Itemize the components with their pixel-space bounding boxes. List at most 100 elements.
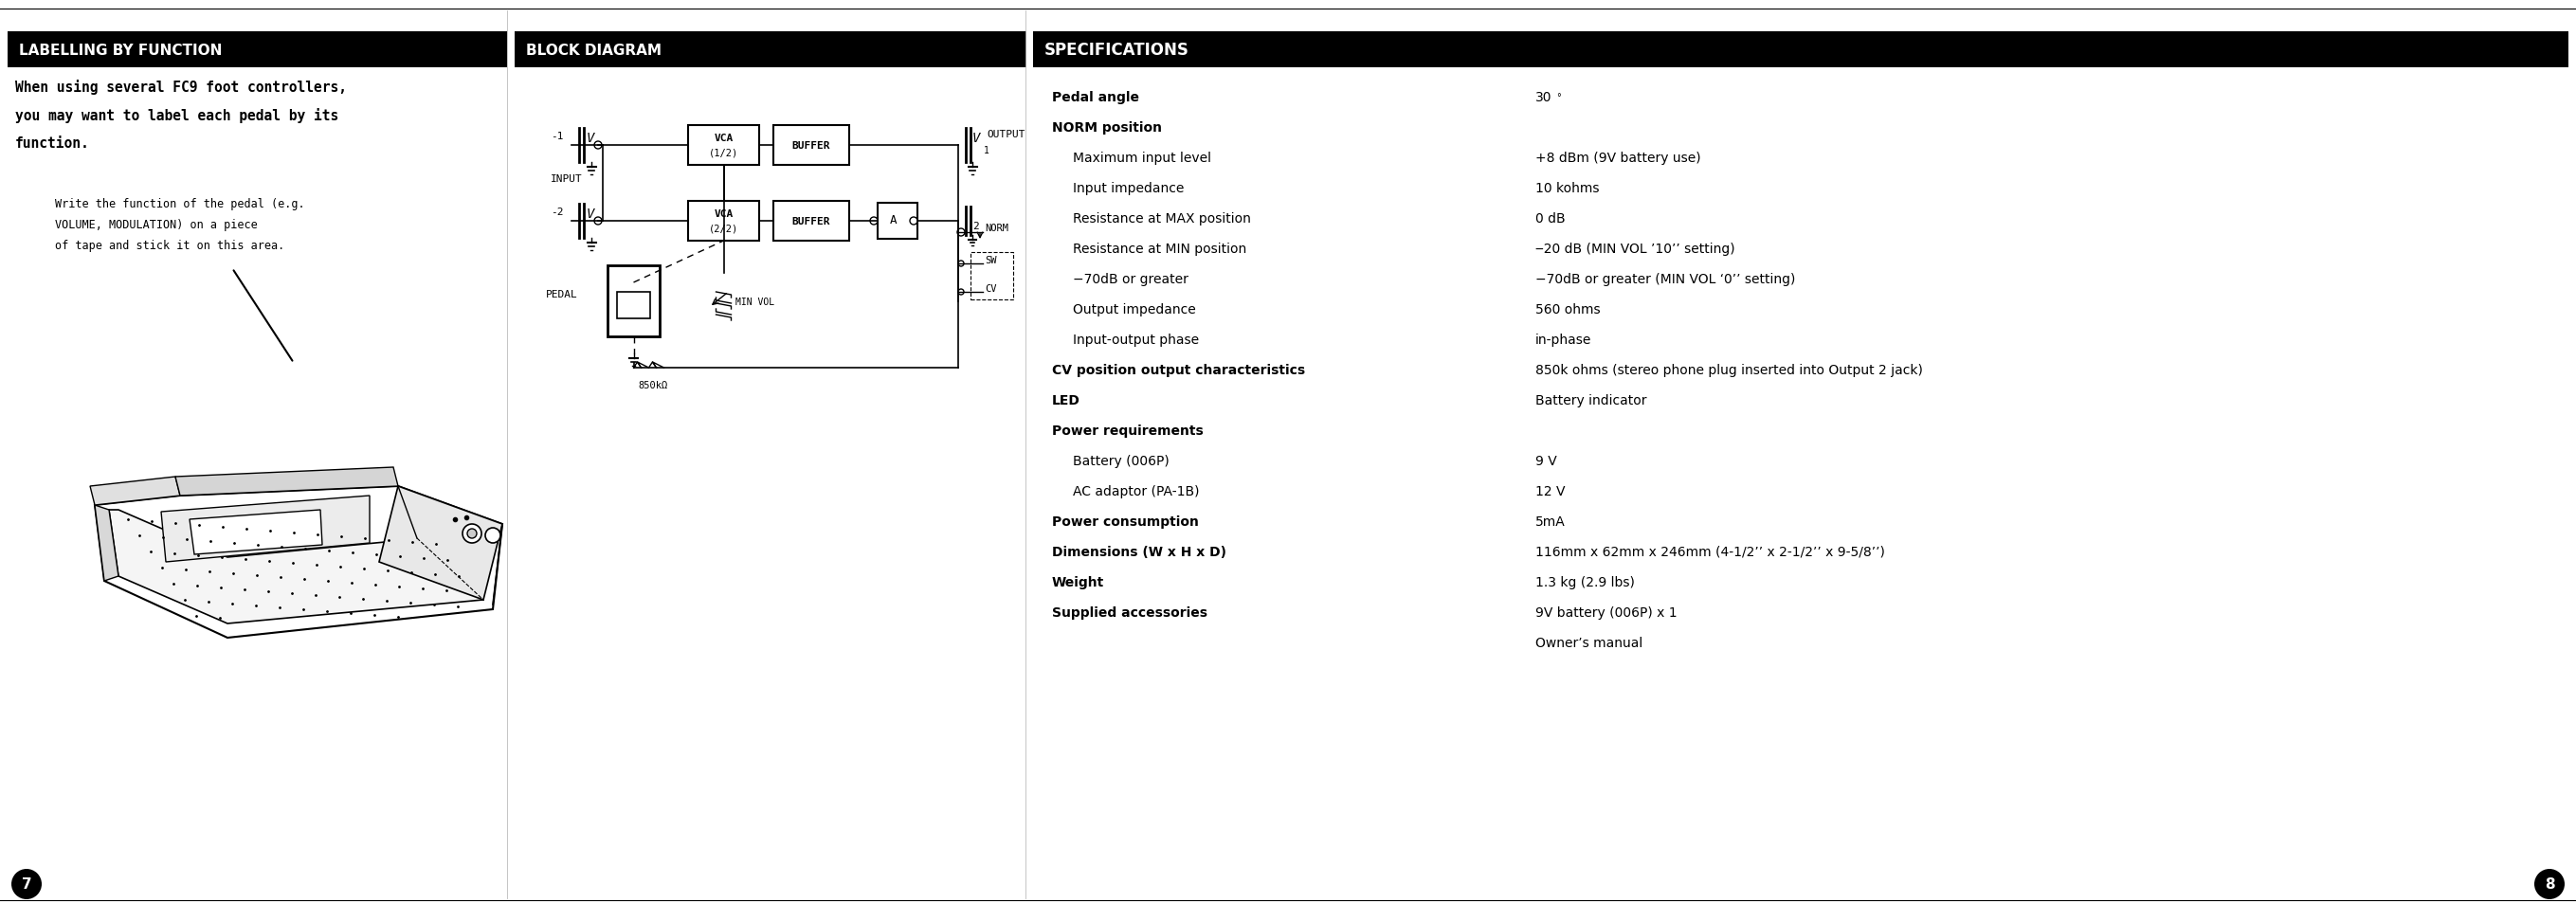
Text: VCA: VCA [714, 134, 734, 143]
Text: VCA: VCA [714, 209, 734, 219]
Text: NORM position: NORM position [1051, 121, 1162, 135]
Text: A: A [891, 213, 896, 226]
Text: 850kΩ: 850kΩ [639, 380, 667, 390]
Circle shape [595, 218, 603, 225]
Text: 0 dB: 0 dB [1535, 212, 1566, 225]
Polygon shape [95, 487, 502, 638]
Bar [688, 201, 760, 241]
Text: 8: 8 [2545, 877, 2555, 891]
Text: Input impedance: Input impedance [1072, 182, 1185, 195]
Circle shape [10, 869, 41, 899]
Text: Resistance at MIN position: Resistance at MIN position [1072, 242, 1247, 256]
Text: Battery indicator: Battery indicator [1535, 394, 1646, 407]
Circle shape [958, 290, 963, 295]
Text: −70dB or greater: −70dB or greater [1072, 273, 1188, 286]
Bar [618, 293, 649, 319]
Polygon shape [108, 510, 484, 624]
Text: CV position output characteristics: CV position output characteristics [1051, 364, 1306, 377]
Text: V: V [971, 132, 981, 144]
Text: Pedal angle: Pedal angle [1051, 91, 1139, 104]
Text: Write the function of the pedal (e.g.: Write the function of the pedal (e.g. [54, 198, 304, 210]
Text: Supplied accessories: Supplied accessories [1051, 606, 1208, 619]
Bar [971, 253, 1012, 300]
Text: of tape and stick it on this area.: of tape and stick it on this area. [54, 239, 283, 252]
Text: INPUT: INPUT [551, 174, 582, 183]
Bar [688, 126, 760, 165]
Polygon shape [175, 468, 399, 496]
Polygon shape [90, 477, 180, 506]
Text: 560 ohms: 560 ohms [1535, 303, 1600, 316]
Text: function.: function. [15, 136, 90, 151]
Circle shape [466, 529, 477, 538]
Text: 9V battery (006P) x 1: 9V battery (006P) x 1 [1535, 606, 1677, 619]
Text: 116mm x 62mm x 246mm (4-1/2’’ x 2-1/2’’ x 9-5/8’’): 116mm x 62mm x 246mm (4-1/2’’ x 2-1/2’’ … [1535, 545, 1886, 558]
Bar [773, 201, 850, 241]
Circle shape [958, 261, 963, 267]
Text: AC adaptor (PA-1B): AC adaptor (PA-1B) [1072, 485, 1200, 498]
Text: OUTPUT: OUTPUT [987, 130, 1025, 139]
Text: Output impedance: Output impedance [1072, 303, 1195, 316]
Text: Owner’s manual: Owner’s manual [1535, 636, 1643, 649]
Text: Input-output phase: Input-output phase [1072, 333, 1198, 347]
Text: BUFFER: BUFFER [791, 141, 829, 151]
Text: 2: 2 [971, 221, 979, 231]
Text: 10 kohms: 10 kohms [1535, 182, 1600, 195]
Text: NORM: NORM [984, 223, 1007, 233]
Circle shape [958, 229, 966, 237]
Text: LABELLING BY FUNCTION: LABELLING BY FUNCTION [18, 43, 222, 57]
Text: +8 dBm (9V battery use): +8 dBm (9V battery use) [1535, 152, 1700, 164]
Polygon shape [162, 496, 368, 563]
Text: 5mA: 5mA [1535, 515, 1566, 528]
Text: Power requirements: Power requirements [1051, 424, 1203, 437]
Text: Resistance at MAX position: Resistance at MAX position [1072, 212, 1252, 225]
Text: (2/2): (2/2) [708, 224, 739, 234]
Text: MIN VOL: MIN VOL [734, 297, 773, 307]
Polygon shape [191, 510, 322, 554]
Text: -2: -2 [551, 208, 564, 217]
Circle shape [871, 218, 878, 225]
Circle shape [2535, 869, 2566, 899]
Text: 30: 30 [1535, 91, 1551, 104]
Text: Battery (006P): Battery (006P) [1072, 454, 1170, 468]
Polygon shape [379, 487, 502, 600]
Circle shape [909, 218, 917, 225]
Text: 12 V: 12 V [1535, 485, 1566, 498]
Bar [608, 266, 659, 337]
Text: Maximum input level: Maximum input level [1072, 152, 1211, 164]
Text: SW: SW [984, 256, 997, 265]
Text: 850k ohms (stereo phone plug inserted into Output 2 jack): 850k ohms (stereo phone plug inserted in… [1535, 364, 1922, 377]
Text: Dimensions (W x H x D): Dimensions (W x H x D) [1051, 545, 1226, 558]
Text: 1.3 kg (2.9 lbs): 1.3 kg (2.9 lbs) [1535, 575, 1636, 589]
Text: VOLUME, MODULATION) on a piece: VOLUME, MODULATION) on a piece [54, 219, 258, 231]
Text: V: V [587, 132, 595, 144]
Text: BUFFER: BUFFER [791, 217, 829, 227]
Text: SPECIFICATIONS: SPECIFICATIONS [1043, 42, 1190, 59]
Text: °: ° [1556, 93, 1561, 102]
Circle shape [464, 525, 482, 544]
Circle shape [484, 528, 500, 544]
Text: (1/2): (1/2) [708, 149, 739, 158]
Text: in-phase: in-phase [1535, 333, 1592, 347]
Text: Weight: Weight [1051, 575, 1105, 589]
Text: BLOCK DIAGRAM: BLOCK DIAGRAM [526, 43, 662, 57]
Text: CV: CV [984, 284, 997, 293]
Text: When using several FC9 foot controllers,: When using several FC9 foot controllers, [15, 79, 348, 95]
Text: 7: 7 [21, 877, 31, 891]
Bar [515, 33, 1025, 68]
Text: PEDAL: PEDAL [546, 290, 577, 299]
Text: −70dB or greater (MIN VOL ‘0’’ setting): −70dB or greater (MIN VOL ‘0’’ setting) [1535, 273, 1795, 286]
Bar [1033, 33, 2568, 68]
Polygon shape [95, 506, 118, 582]
Text: 1: 1 [984, 145, 989, 155]
Text: V: V [587, 208, 595, 220]
Bar [773, 126, 850, 165]
Text: LED: LED [1051, 394, 1079, 407]
Bar [878, 203, 917, 239]
Text: 9 V: 9 V [1535, 454, 1556, 468]
Circle shape [595, 142, 603, 150]
Bar [8, 33, 507, 68]
Text: ‒20 dB (MIN VOL ’10’’ setting): ‒20 dB (MIN VOL ’10’’ setting) [1535, 242, 1736, 256]
Text: you may want to label each pedal by its: you may want to label each pedal by its [15, 107, 337, 123]
Text: -1: -1 [551, 132, 564, 141]
Text: Power consumption: Power consumption [1051, 515, 1198, 528]
